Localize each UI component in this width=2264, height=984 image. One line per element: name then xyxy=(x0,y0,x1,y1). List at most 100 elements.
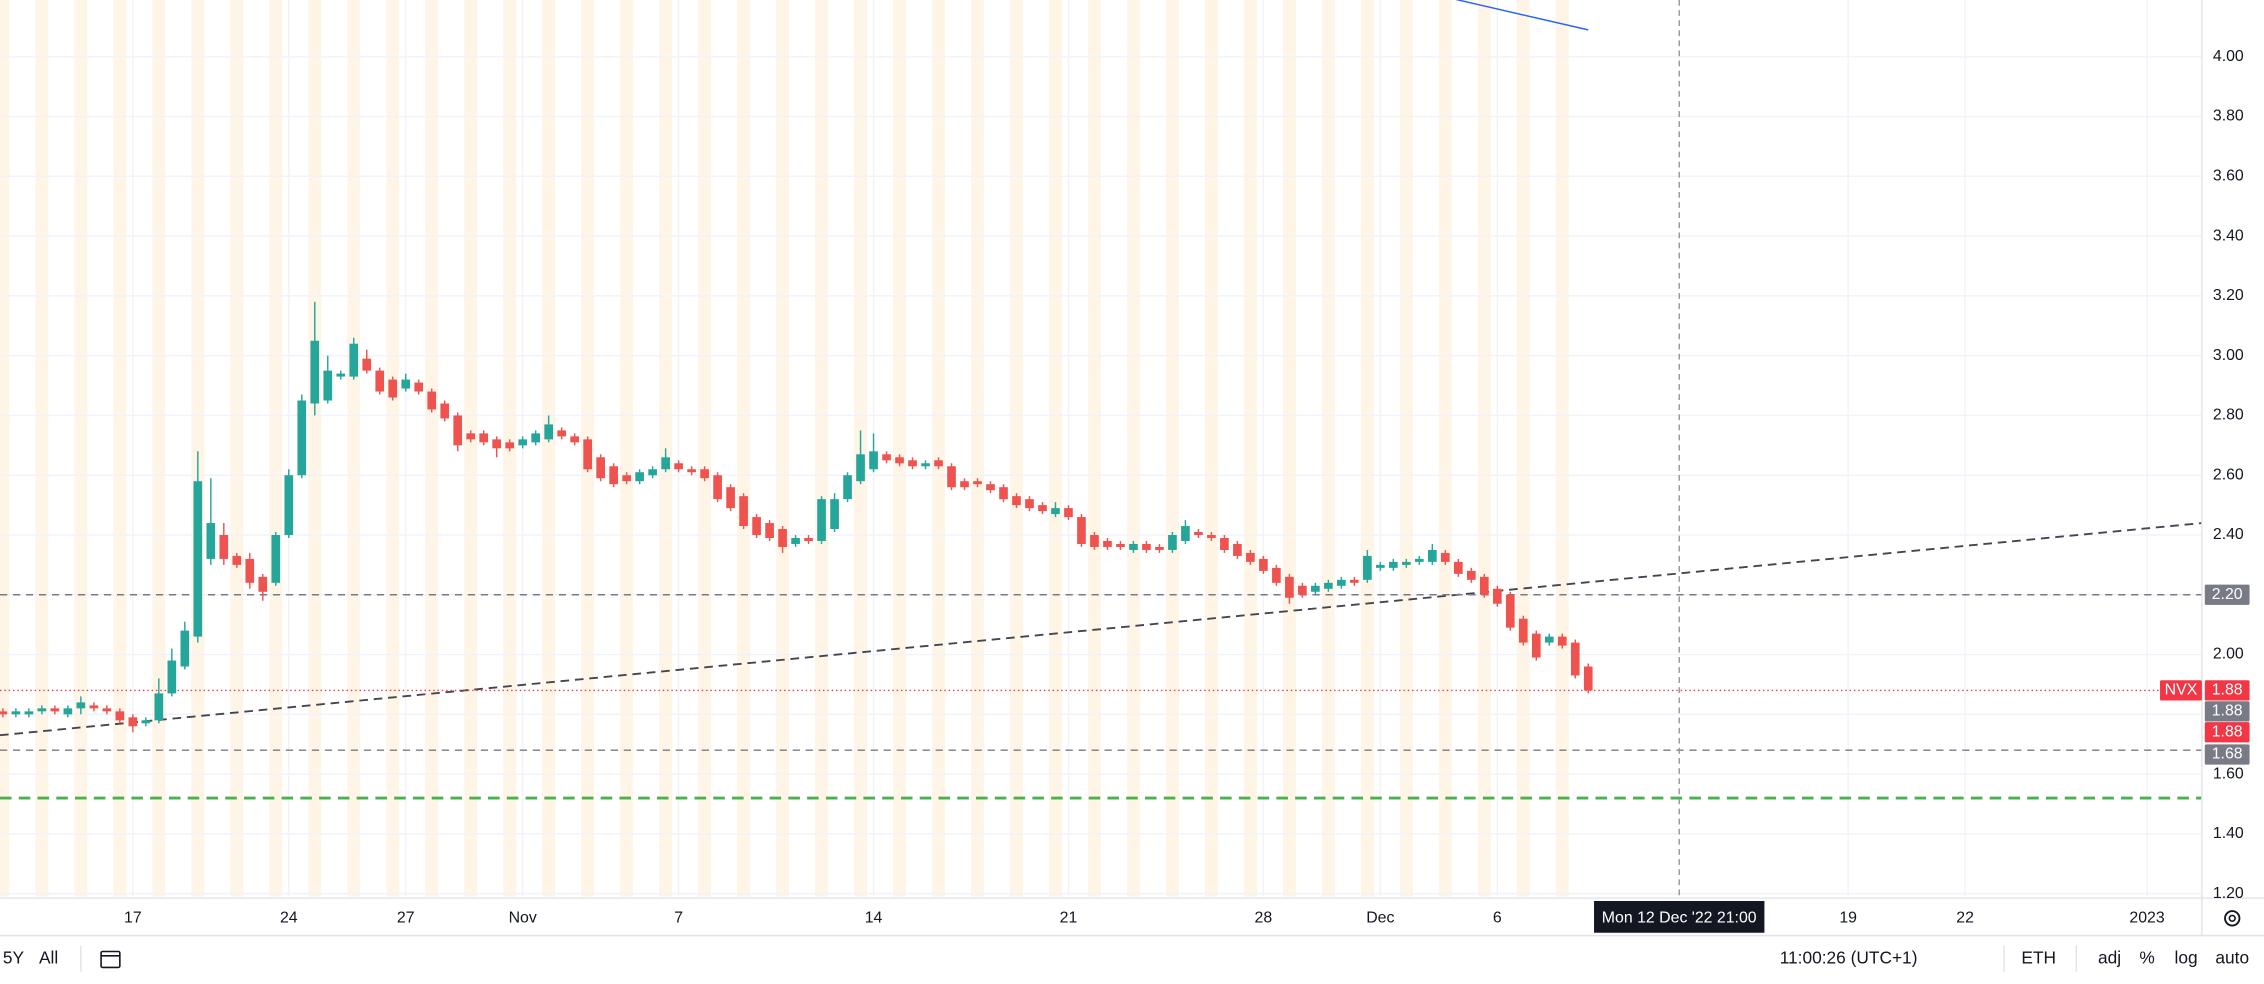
plot xyxy=(0,0,2203,899)
candle-body xyxy=(37,708,47,712)
grid xyxy=(0,0,2202,897)
candle-body xyxy=(1557,636,1567,646)
x-tick-label: 27 xyxy=(397,909,415,926)
x-tick-label: 24 xyxy=(280,909,298,926)
candle-body xyxy=(1389,561,1398,568)
extended-hours-band xyxy=(464,0,478,897)
x-tick-label: 21 xyxy=(1060,909,1078,926)
gear-center[interactable] xyxy=(2228,914,2236,922)
x-tick-label: 28 xyxy=(1255,909,1273,926)
y-tick-label: 2.80 xyxy=(2213,407,2244,424)
extended-hours-band xyxy=(0,0,10,897)
candle-body xyxy=(336,373,346,377)
candle-body xyxy=(1142,543,1151,550)
candle-body xyxy=(245,558,255,583)
candle-body xyxy=(1376,564,1385,568)
candle-body xyxy=(466,433,476,440)
extended-hours-band xyxy=(1321,0,1335,897)
option-button[interactable]: log xyxy=(2174,947,2197,967)
candle-body xyxy=(1414,558,1424,562)
candle-body xyxy=(518,439,528,446)
option-button[interactable]: % xyxy=(2139,947,2154,967)
crosshair-label-box xyxy=(1594,900,1765,933)
candle-body xyxy=(895,457,904,464)
extended-hours-band xyxy=(425,0,439,897)
clock[interactable]: 11:00:26 (UTC+1) xyxy=(1780,947,1918,967)
candle-body xyxy=(1025,499,1034,509)
extended-hours-band xyxy=(971,0,985,897)
candle-body xyxy=(1544,636,1554,643)
candle-body xyxy=(453,415,463,446)
blue-trend-line xyxy=(1455,0,1589,31)
candle-body xyxy=(648,469,657,476)
candle-body xyxy=(1440,552,1450,562)
extended-hours-band xyxy=(698,0,712,897)
range-button[interactable]: All xyxy=(39,947,58,967)
y-tick-label: 1.40 xyxy=(2213,825,2244,842)
y-tick-label: 3.00 xyxy=(2213,347,2244,364)
x-tick-label: 2023 xyxy=(2129,909,2164,926)
y-tick-label: 4.00 xyxy=(2213,48,2244,65)
option-button[interactable]: adj xyxy=(2098,947,2121,967)
y-tick-label: 3.20 xyxy=(2213,287,2244,304)
candle-body xyxy=(206,523,216,559)
candle-body xyxy=(193,481,203,637)
candle-body xyxy=(973,481,982,485)
y-tick-label: 3.60 xyxy=(2213,168,2244,185)
option-button[interactable]: auto xyxy=(2215,947,2249,967)
candle-body xyxy=(1324,582,1333,589)
candle-body xyxy=(609,466,618,485)
candle-body xyxy=(1427,549,1437,562)
extended-hours-band xyxy=(1087,0,1101,897)
candle-body xyxy=(752,517,761,535)
candle-body xyxy=(960,481,969,488)
candle-body xyxy=(1038,505,1047,512)
extended-hours-band xyxy=(542,0,556,897)
candle-body xyxy=(1194,532,1203,535)
last-price-label: 1.88 xyxy=(2212,682,2243,699)
y-tick-label: 2.60 xyxy=(2213,466,2244,483)
settings-icon[interactable] xyxy=(2224,910,2241,927)
session-button[interactable]: ETH xyxy=(2021,947,2056,967)
candle-body xyxy=(570,436,579,443)
bottom-toolbar: 5Y All 11:00:26 (UTC+1) ETH adj % log au… xyxy=(3,945,2249,972)
candle-body xyxy=(1285,576,1294,598)
extended-hours-band xyxy=(932,0,946,897)
candle-body xyxy=(1492,588,1502,604)
x-tick-label: 19 xyxy=(1839,909,1857,926)
extended-hours-band xyxy=(1360,0,1374,897)
candle-body xyxy=(63,708,73,715)
candle-body xyxy=(1233,543,1242,556)
extended-hours-band xyxy=(269,0,283,897)
calendar-frame[interactable] xyxy=(100,950,121,969)
y-tick-label: 3.40 xyxy=(2213,227,2244,244)
y-tick-label: 1.60 xyxy=(2213,765,2244,782)
extended-hours-band xyxy=(815,0,829,897)
goto-date-icon[interactable] xyxy=(100,950,121,969)
extended-hours-band xyxy=(1048,0,1062,897)
range-button[interactable]: 5Y xyxy=(3,947,25,967)
candle-body xyxy=(1064,508,1073,518)
candle-body xyxy=(258,576,268,592)
extended-hours-band xyxy=(1165,0,1179,897)
candle-body xyxy=(492,439,502,449)
candle-body xyxy=(700,469,709,479)
candle-body xyxy=(674,463,683,470)
candle-body xyxy=(882,454,891,461)
price-label-box xyxy=(2204,701,2250,722)
x-tick-label: 6 xyxy=(1493,909,1502,926)
extended-hours-band xyxy=(1438,0,1452,897)
x-tick-label: 7 xyxy=(674,909,683,926)
candle-body xyxy=(1298,585,1307,595)
candle-body xyxy=(713,475,722,500)
candle-body xyxy=(388,379,398,398)
x-tick-label: 22 xyxy=(1956,909,1974,926)
candle-body xyxy=(297,400,307,476)
candle-body xyxy=(1570,642,1580,676)
extended-hours-band xyxy=(1399,0,1413,897)
candle-body xyxy=(414,382,424,392)
extended-hours-band xyxy=(347,0,361,897)
candle-body xyxy=(804,537,813,541)
gear[interactable] xyxy=(2224,910,2241,927)
